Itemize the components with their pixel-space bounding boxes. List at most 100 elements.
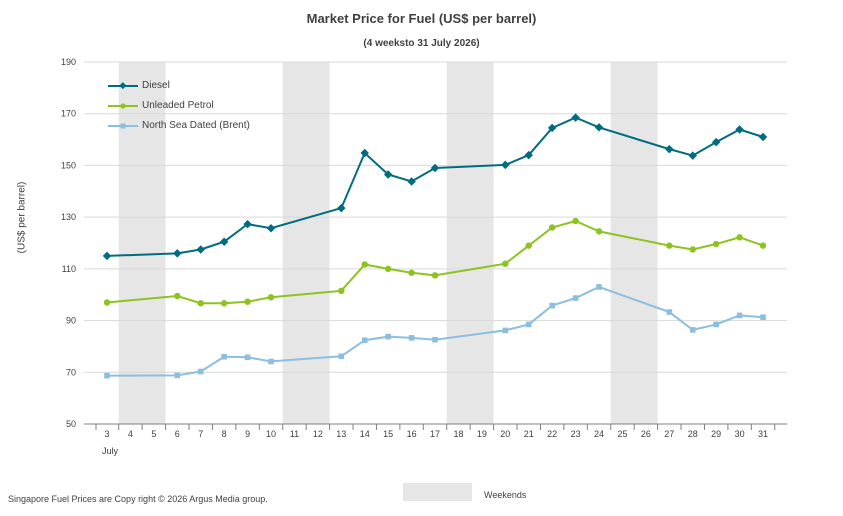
data-point (760, 314, 766, 321)
x-tick-label: 6 (175, 429, 180, 439)
weekend-band (610, 62, 658, 424)
data-point (383, 170, 393, 179)
legend-diesel-swatch (108, 82, 138, 90)
legend-brent-swatch (108, 123, 138, 129)
series-north-sea-dated-brent (104, 284, 766, 379)
axes: 50 70 90 110 130 150 170 190 3 4 5 6 7 8 9 10 11 12 13 14 15… (61, 57, 776, 456)
data-point (221, 353, 227, 360)
weekends-legend-swatch (403, 483, 472, 501)
data-point (713, 321, 719, 328)
data-point (268, 358, 274, 365)
x-tick-label: 10 (266, 429, 276, 439)
legend-unleaded-swatch (108, 103, 138, 109)
data-point (432, 336, 438, 343)
data-point (104, 372, 110, 379)
data-point (173, 249, 182, 258)
data-point (338, 287, 345, 295)
data-point (525, 242, 532, 249)
x-tick-label: 19 (477, 429, 487, 439)
legend-label: North Sea Dated (Brent) (142, 120, 250, 131)
x-tick-label: 25 (617, 429, 627, 439)
series-line (106, 219, 764, 305)
x-tick-label: 21 (524, 429, 534, 439)
data-point (197, 368, 204, 375)
data-point (548, 224, 556, 231)
y-tick-label: 130 (61, 212, 76, 222)
data-point (408, 269, 415, 276)
x-tick-label: 27 (664, 429, 674, 439)
chart-subtitle: (4 weeksto 31 July 2026) (363, 38, 480, 49)
data-point (174, 372, 181, 379)
data-point (103, 299, 111, 306)
data-point (408, 335, 415, 341)
data-point (501, 160, 510, 170)
data-point (244, 354, 251, 361)
data-point (384, 265, 392, 273)
data-point (665, 144, 674, 154)
x-tick-label: 8 (222, 429, 227, 439)
data-point (361, 261, 368, 268)
data-point (219, 237, 229, 246)
x-tick-label: 14 (360, 429, 370, 439)
x-tick-label: 30 (735, 429, 745, 439)
y-axis-label: (US$ per barrel) (16, 181, 28, 254)
weekend-bands (118, 62, 658, 424)
weekend-band (446, 62, 494, 424)
data-point (736, 234, 743, 241)
data-point (711, 137, 721, 147)
data-point (689, 246, 696, 253)
data-point (688, 151, 697, 160)
x-tick-label: 28 (688, 429, 698, 439)
data-point (431, 272, 439, 279)
data-point (572, 295, 579, 301)
y-tick-label: 50 (66, 419, 76, 429)
weekend-band (282, 62, 330, 424)
y-tick-label: 90 (66, 316, 76, 326)
x-tick-label: 18 (453, 429, 463, 439)
x-tick-label: 11 (290, 429, 299, 439)
data-point (102, 251, 112, 261)
x-tick-label: 13 (336, 429, 346, 439)
x-tick-label: 26 (641, 429, 651, 439)
data-point (572, 217, 579, 225)
data-point (666, 242, 673, 249)
data-point (220, 300, 228, 307)
data-point (243, 219, 252, 229)
data-point (174, 292, 181, 300)
data-point (594, 123, 604, 132)
series-line (106, 285, 764, 377)
x-axis-label: July (102, 446, 119, 456)
y-tick-label: 170 (61, 109, 76, 119)
series-group (102, 113, 768, 379)
data-point (712, 240, 720, 248)
y-tick-label: 110 (62, 264, 76, 274)
x-tick-label: 31 (758, 429, 768, 439)
x-tick-label: 23 (571, 429, 581, 439)
weekends-legend-label: Weekends (484, 490, 527, 500)
data-point (525, 321, 532, 328)
copyright-text: Singapore Fuel Prices are Copy right © 2… (8, 494, 268, 504)
series-diesel (102, 113, 768, 261)
data-point (244, 298, 251, 305)
x-tick-label: 12 (313, 429, 323, 439)
x-tick-label: 4 (128, 429, 133, 439)
x-tick-label: 29 (711, 429, 721, 439)
x-tick-label: 24 (594, 429, 604, 439)
data-point (502, 260, 509, 267)
y-tick-label: 70 (66, 367, 76, 377)
data-point (430, 163, 440, 173)
x-tick-label: 16 (407, 429, 417, 439)
series-line (106, 116, 764, 257)
gridlines (84, 61, 787, 425)
data-point (360, 148, 369, 158)
data-point (361, 337, 368, 344)
data-point (197, 300, 204, 307)
x-tick-label: 22 (547, 429, 557, 439)
data-point (407, 177, 416, 186)
data-point (502, 327, 509, 334)
legend-label: Diesel (142, 80, 170, 91)
x-tick-label: 3 (104, 429, 109, 439)
x-tick-label: 9 (245, 429, 250, 439)
data-point (337, 203, 346, 213)
